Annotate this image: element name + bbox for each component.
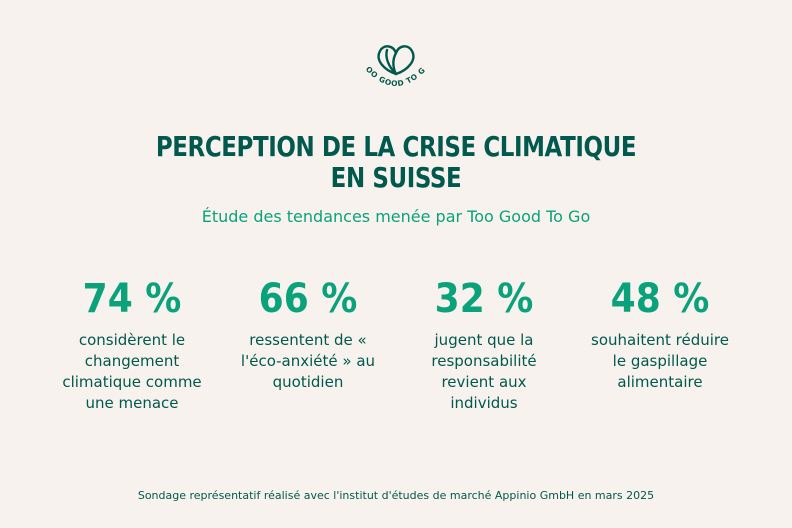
page-title-line-1: PERCEPTION DE LA CRISE CLIMATIQUE <box>155 130 637 163</box>
subtitle: Étude des tendances menée par Too Good T… <box>201 207 591 226</box>
page-title-line-2: EN SUISSE <box>330 161 462 194</box>
stat-value: 66 % <box>258 276 358 322</box>
stat-value: 48 % <box>610 276 710 322</box>
stat-value: 74 % <box>82 276 182 322</box>
stats-row: 74 % considèrent le changement climatiqu… <box>44 276 748 414</box>
stat-description: souhaitent réduire le gaspillage aliment… <box>591 331 729 391</box>
stat-value: 32 % <box>434 276 534 322</box>
stat-item: 32 % jugent que la responsabilité revien… <box>396 276 572 414</box>
stat-description: jugent que la responsabilité revient aux… <box>431 331 537 412</box>
stat-description: ressentent de « l'éco-anxiété » au quoti… <box>240 331 376 391</box>
stat-item: 66 % ressentent de « l'éco-anxiété » au … <box>220 276 396 414</box>
leaf-heart-icon: TOO GOOD TO GO <box>356 40 427 88</box>
stat-description: considèrent le changement climatique com… <box>62 331 202 412</box>
footer-note: Sondage représentatif réalisé avec l'ins… <box>137 489 655 502</box>
brand-logo: TOO GOOD TO GO <box>356 40 436 102</box>
stat-item: 74 % considèrent le changement climatiqu… <box>44 276 220 414</box>
stat-item: 48 % souhaitent réduire le gaspillage al… <box>572 276 748 414</box>
